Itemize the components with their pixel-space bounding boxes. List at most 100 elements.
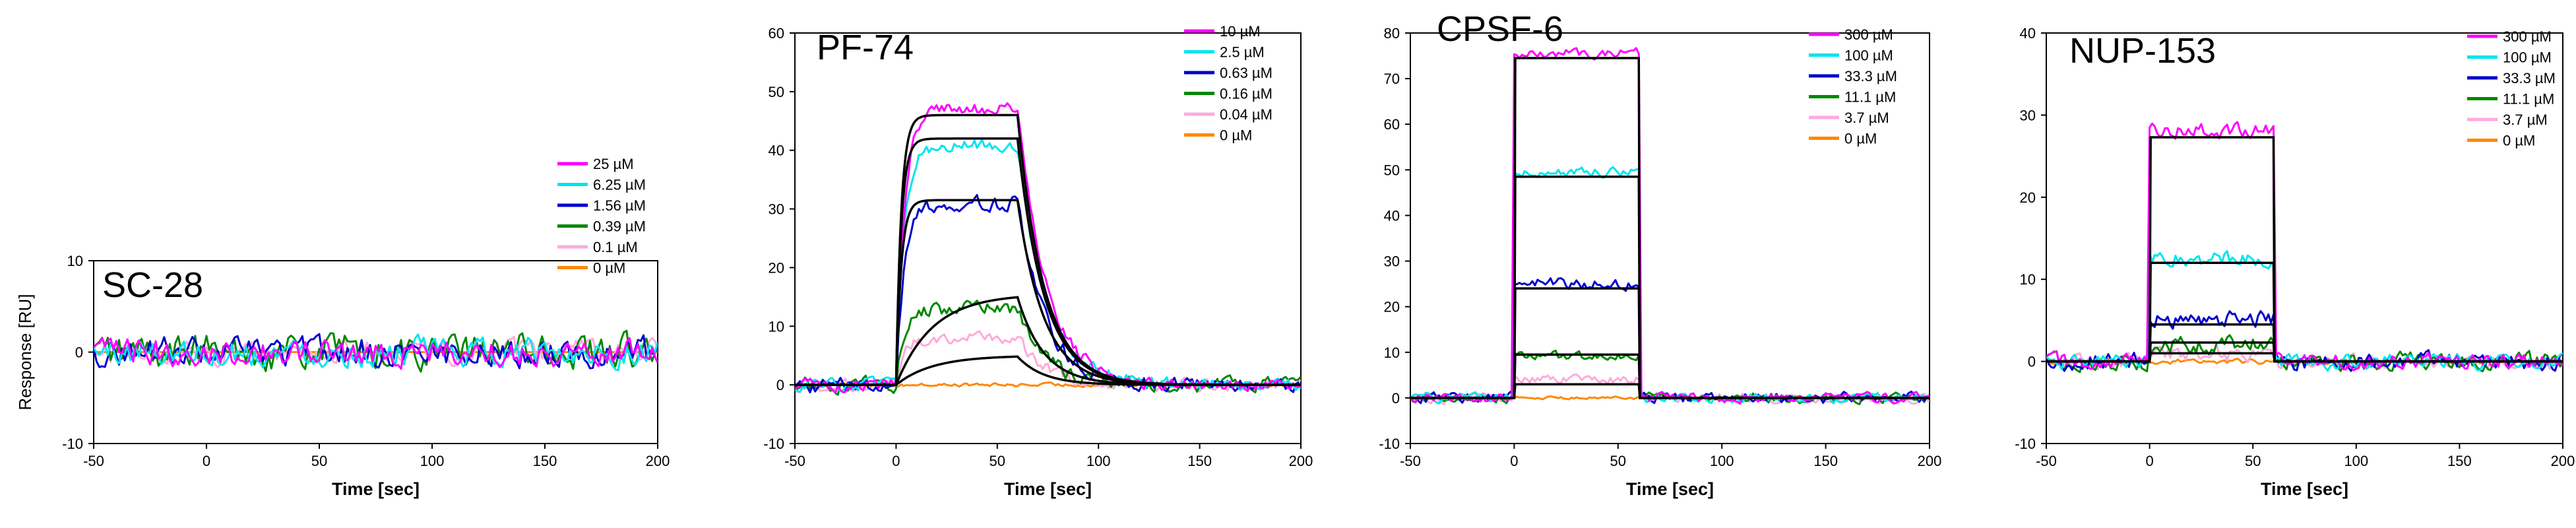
x-tick-label: 100: [1710, 453, 1734, 469]
legend-label: 11.1 µM: [1844, 89, 1896, 106]
series-line-0-63-um: [795, 194, 1301, 393]
data-area: [94, 329, 658, 373]
x-tick-label: 150: [533, 453, 557, 469]
y-tick-label: -10: [2015, 436, 2036, 452]
x-axis-label: Time [sec]: [2261, 479, 2348, 499]
y-tick-label: 50: [1384, 162, 1400, 178]
series-line-25-um: [94, 337, 658, 370]
fit-curve: [795, 137, 1301, 386]
panel-nup-153: -50 0 50 100 150 200 -10 0 10 20 30 40 Time [sec] NUP…: [2015, 25, 2575, 499]
x-tick-label: 200: [1289, 453, 1313, 469]
x-tick-label: 200: [646, 453, 670, 469]
legend-label: 0 µM: [593, 260, 625, 277]
x-tick-label: 50: [311, 453, 327, 469]
panel-title: PF-74: [817, 28, 914, 67]
legend-label: 3.7 µM: [1844, 110, 1889, 126]
x-tick-label: -50: [83, 453, 104, 469]
legend-label: 0.1 µM: [593, 239, 638, 255]
y-tick-label: 10: [769, 318, 784, 335]
plot-frame: [1410, 32, 1930, 444]
x-tick-label: 200: [1918, 453, 1942, 469]
x-tick-label: 50: [2245, 453, 2261, 469]
x-axis-label: Time [sec]: [1626, 479, 1714, 499]
x-tick-label: 100: [420, 453, 445, 469]
y-tick-label: 50: [769, 84, 784, 100]
legend-label: 11.1 µM: [2503, 91, 2554, 108]
plot-frame: [794, 32, 1302, 444]
x-tick-label: 200: [2551, 453, 2575, 469]
fit-curve: [1410, 287, 1930, 399]
series-line-0-39-um: [94, 329, 658, 373]
x-tick-label: 0: [2145, 453, 2153, 469]
x-tick-label: 50: [990, 453, 1005, 469]
legend-label: 1.56 µM: [593, 197, 646, 214]
fit-curve: [2046, 136, 2563, 363]
y-axis-label: Response [RU]: [15, 294, 35, 410]
panel-sc-28: -50 0 50 100 150 200 -10 0 10 Time [sec] Response …: [15, 156, 670, 499]
legend-label: 33.3 µM: [1844, 68, 1897, 84]
panel-pf-74: -50 0 50 100 150 200 -10 0 10 20 30 40 50 60 Time [sec…: [763, 23, 1313, 499]
x-tick-label: 150: [1813, 453, 1838, 469]
series-line-100-um: [1410, 166, 1930, 405]
fit-curve: [2046, 352, 2563, 363]
legend-label: 2.5 µM: [1220, 44, 1265, 61]
panel-title: NUP-153: [2069, 31, 2216, 71]
legend-label: 0.39 µM: [593, 218, 646, 235]
legend-label: 0.04 µM: [1220, 106, 1272, 123]
y-tick-label: 80: [1384, 25, 1400, 42]
y-tick-label: 60: [769, 25, 784, 42]
legend-label: 100 µM: [1844, 48, 1893, 64]
legend-label: 25 µM: [593, 156, 634, 172]
legend: 25 µM 6.25 µM 1.56 µM 0.39 µM 0.1 µM 0 µM: [557, 156, 646, 277]
y-tick-label: 0: [1392, 390, 1400, 407]
fit-curve: [1410, 383, 1930, 399]
y-tick-label: 0: [2028, 354, 2036, 370]
y-tick-label: -10: [1379, 436, 1400, 452]
plot-frame: [2046, 32, 2563, 444]
fit-curve: [1410, 175, 1930, 399]
legend-label: 0 µM: [2503, 133, 2535, 149]
x-tick-label: 100: [1086, 453, 1111, 469]
panel-cpsf-6: -50 0 50 100 150 200 -10 0 10 20 30 40 50 60 70 80 Time …: [1379, 9, 1941, 499]
y-tick-label: 30: [2020, 107, 2036, 123]
y-tick-label: 10: [1384, 345, 1400, 361]
legend-label: 3.7 µM: [2503, 112, 2548, 128]
legend-label: 10 µM: [1220, 23, 1261, 40]
series-line-10-um: [795, 102, 1301, 393]
x-tick-label: 100: [2344, 453, 2368, 469]
fit-curve: [2046, 261, 2563, 363]
x-tick-label: 150: [1187, 453, 1212, 469]
x-axis-label: Time [sec]: [1004, 479, 1092, 499]
panel-title: CPSF-6: [1437, 9, 1563, 49]
panel-title: SC-28: [102, 265, 203, 305]
x-tick-label: -50: [1400, 453, 1421, 469]
y-tick-label: 60: [1384, 116, 1400, 133]
legend-label: 33.3 µM: [2503, 70, 2556, 86]
y-tick-label: 30: [769, 201, 784, 218]
fit-curve: [795, 114, 1301, 386]
legend-label: 0.16 µM: [1220, 86, 1272, 102]
y-tick-label: 40: [2020, 25, 2036, 42]
data-area: [2046, 121, 2563, 374]
series-line-300-um: [2046, 121, 2563, 372]
legend-label: 0 µM: [1220, 127, 1252, 144]
x-tick-label: 0: [203, 453, 210, 469]
y-tick-label: -10: [62, 436, 83, 452]
legend-label: 6.25 µM: [593, 177, 646, 193]
x-tick-label: 0: [1510, 453, 1518, 469]
y-tick-label: 40: [769, 143, 784, 159]
x-tick-label: 0: [892, 453, 900, 469]
x-tick-label: -50: [2036, 453, 2057, 469]
legend-label: 300 µM: [1844, 26, 1893, 43]
y-tick-label: 70: [1384, 71, 1400, 87]
y-tick-label: 0: [75, 345, 83, 361]
y-tick-label: 20: [769, 259, 784, 276]
legend-label: 100 µM: [2503, 50, 2552, 66]
legend-label: 300 µM: [2503, 28, 2552, 45]
y-tick-label: 20: [2020, 189, 2036, 206]
series-line-100-um: [2046, 250, 2563, 372]
y-tick-label: 40: [1384, 207, 1400, 224]
y-tick-label: 20: [1384, 299, 1400, 315]
y-tick-label: 0: [776, 377, 784, 393]
